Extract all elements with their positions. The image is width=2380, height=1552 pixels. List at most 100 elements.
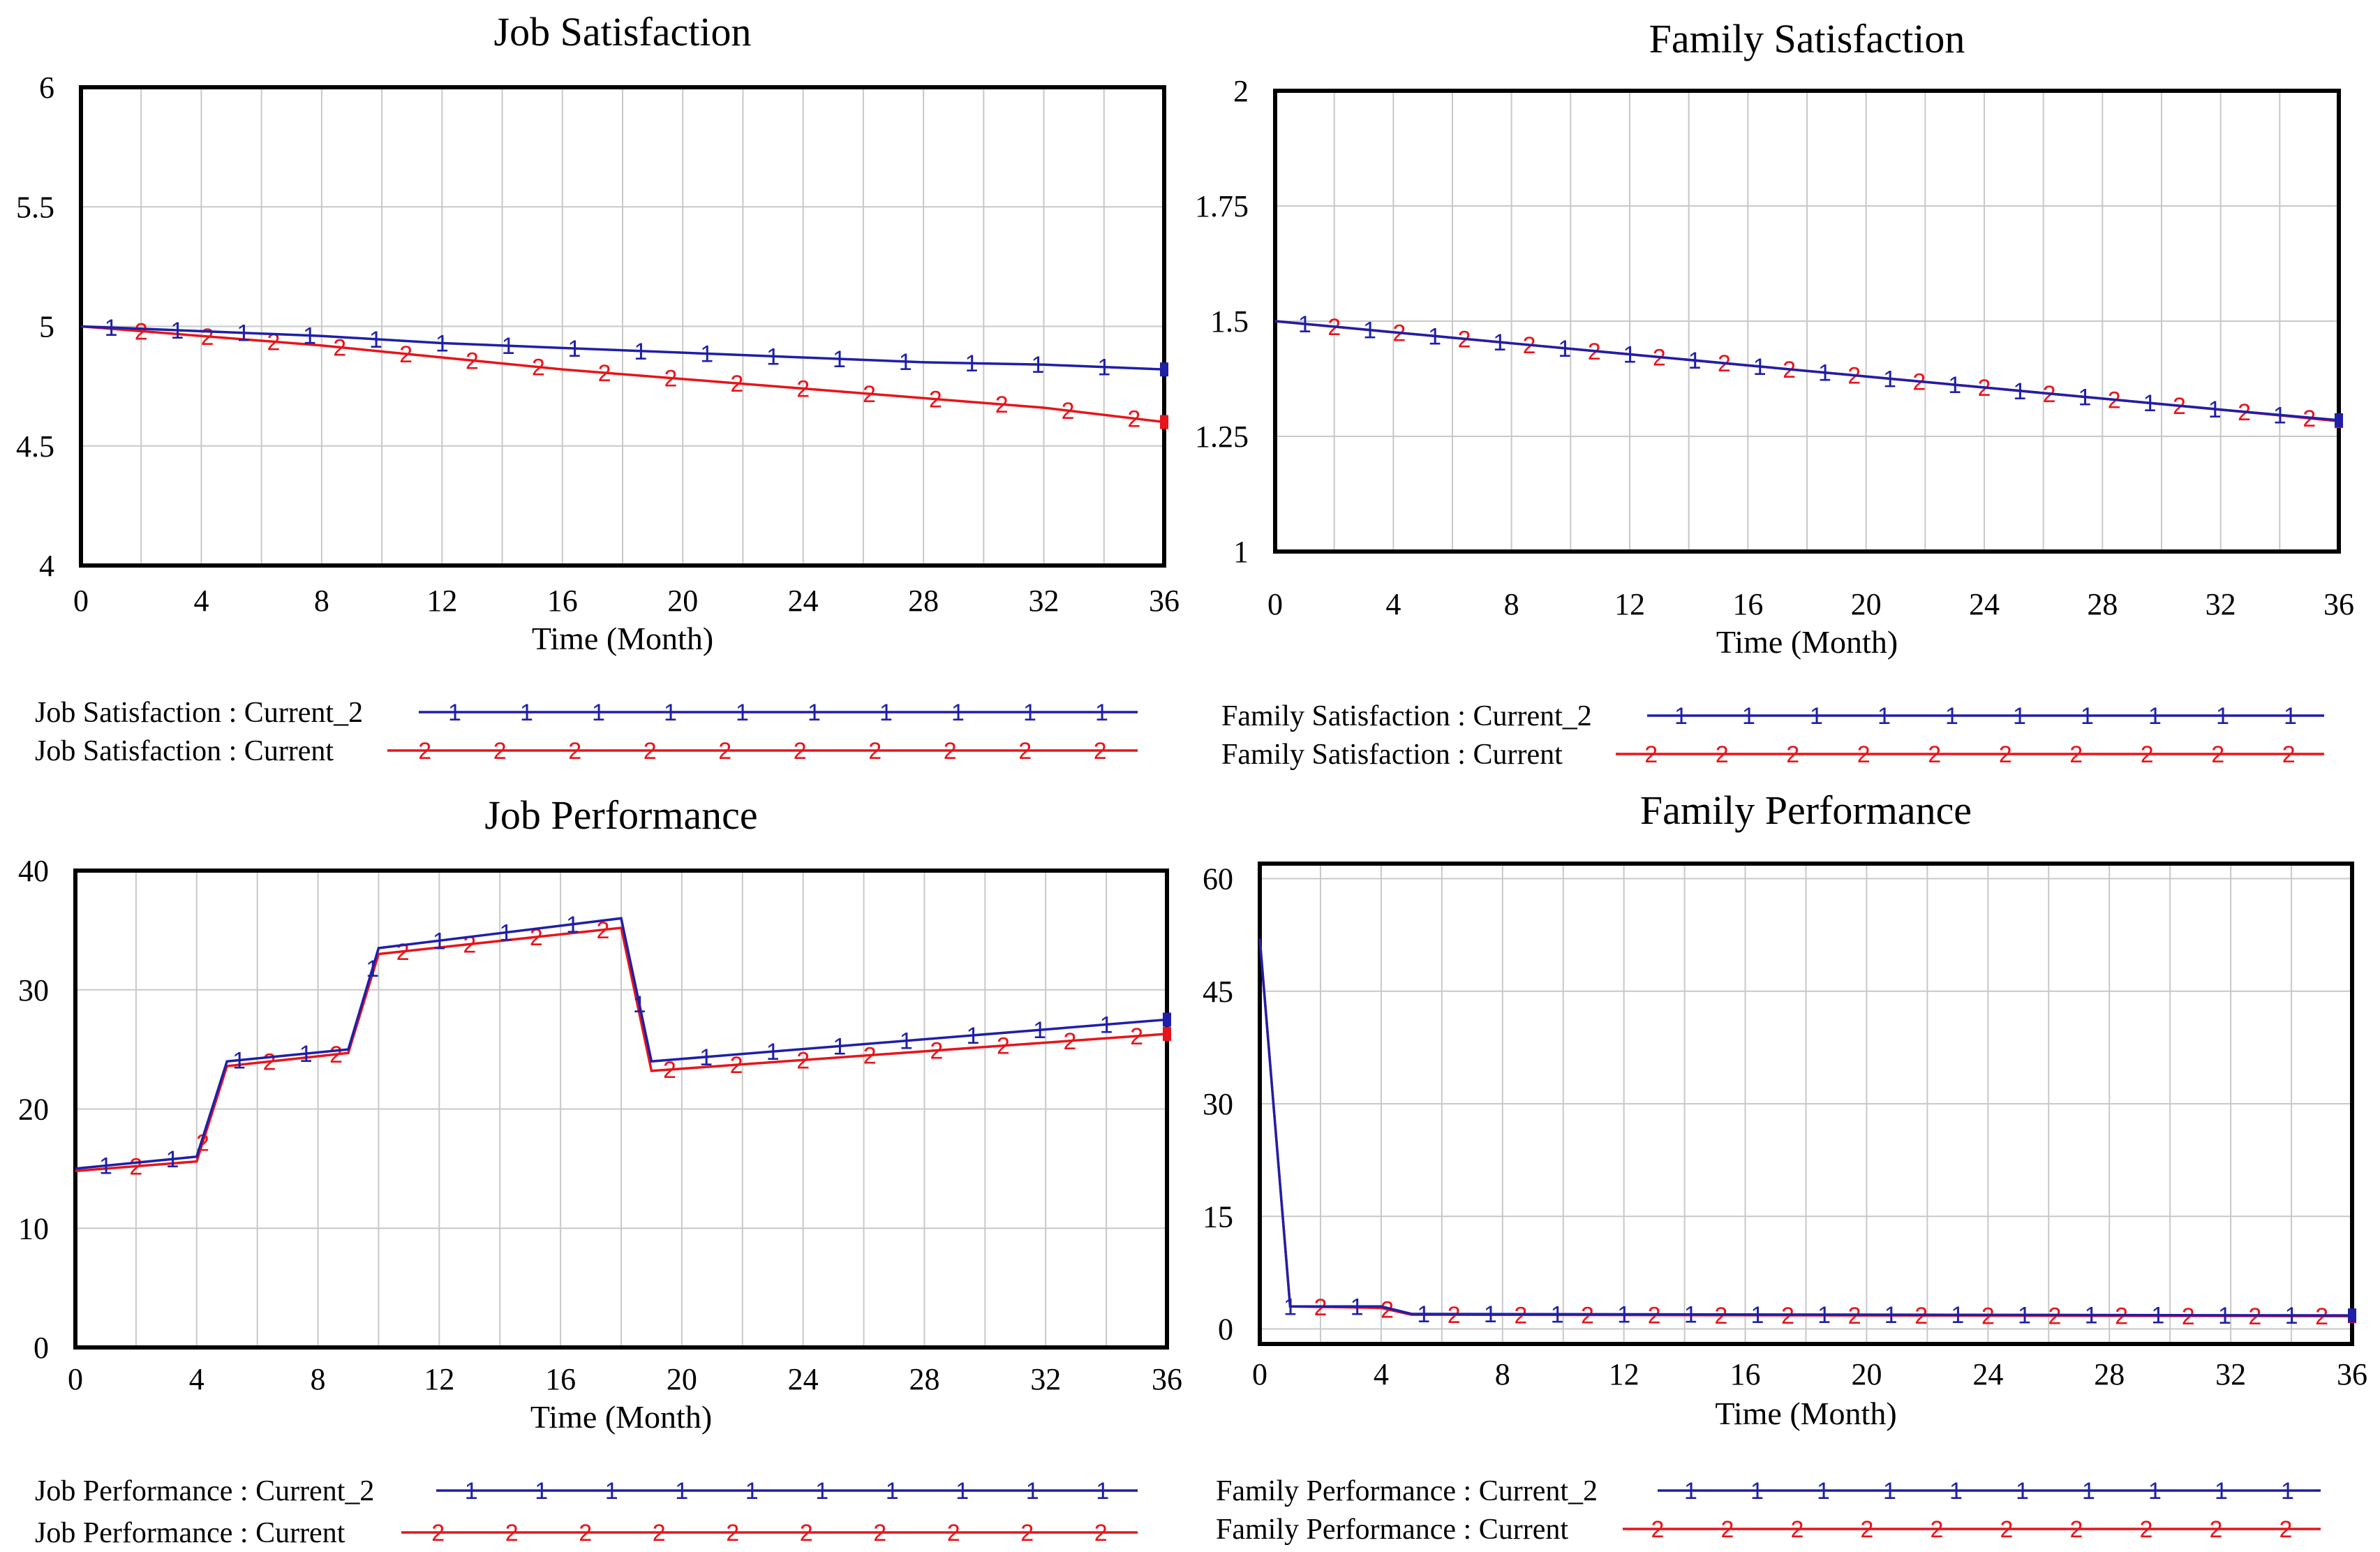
y-tick-label: 4 [39,549,54,583]
data-point-marker: 1 [2151,1303,2164,1329]
series-end-cap [1160,362,1168,377]
x-tick-label: 0 [1267,587,1283,621]
legend-marker: 2 [644,738,657,764]
data-point-marker: 1 [833,346,846,373]
y-tick-label: 5 [39,310,54,344]
legend-marker: 1 [465,1478,478,1505]
y-tick-label: 2 [1233,74,1249,108]
x-tick-label: 20 [667,1362,697,1396]
x-tick-label: 8 [311,1362,326,1396]
x-tick-label: 20 [667,584,698,618]
data-point-marker: 2 [796,376,810,403]
data-point-marker: 1 [237,320,250,347]
legend-marker: 1 [1742,703,1755,730]
data-point-marker: 1 [966,1023,979,1049]
legend-marker: 1 [2284,703,2297,730]
legend-marker: 2 [1716,741,1729,768]
series-line-current [80,325,1165,424]
chart-job-satisfaction: Job Satisfaction 0 4 8 12 16 20 24 28 32 36 4 4.5 5 5.… [0,0,1190,775]
legend-marker: 1 [1023,700,1036,726]
legend-marker: 1 [2013,703,2026,730]
legend-marker: 1 [664,700,677,726]
data-point-marker: 1 [1298,311,1311,338]
plot-frame [1258,862,2354,1346]
y-tick-label: 10 [18,1211,49,1246]
data-point-marker: 2 [596,917,609,944]
legend-marker: 2 [1861,1516,1874,1543]
data-point-marker: 2 [663,1057,676,1084]
legend-marker: 1 [1674,703,1688,730]
legend-marker: 1 [592,700,605,726]
x-tick-label: 32 [2215,1357,2246,1391]
x-tick-label: 36 [1149,584,1180,618]
data-point-marker: 2 [2315,1303,2328,1330]
legend-marker: 2 [2140,1516,2153,1543]
data-point-marker: 2 [863,381,876,408]
legend-label-current_2: Family Performance : Current_2 [1216,1475,1598,1507]
data-point-marker: 1 [166,1146,179,1173]
x-tick-label: 0 [1252,1357,1267,1391]
data-point-marker: 2 [1581,1302,1594,1329]
legend-label-current: Job Performance : Current [35,1517,345,1549]
y-tick-label: 40 [18,854,49,888]
data-point-marker: 1 [1033,1017,1046,1044]
x-tick-label: 36 [1152,1362,1182,1396]
data-point-marker: 2 [598,360,611,387]
data-point-marker: 2 [2248,1303,2261,1330]
x-tick-label: 32 [2206,587,2236,621]
legend-marker: 1 [448,700,461,726]
chart-job-performance: Job Performance 0 4 8 12 16 20 24 28 32 36 0 10 20 30 4… [0,775,1190,1552]
y-tick-label: 45 [1203,975,1233,1009]
legend-marker: 2 [1094,1520,1108,1546]
data-point-marker: 2 [532,355,545,381]
data-point-marker: 2 [1514,1302,1527,1329]
data-point-marker: 2 [135,318,148,345]
x-tick-label: 24 [788,584,819,618]
data-point-marker: 1 [299,1041,313,1067]
data-point-marker: 1 [899,349,912,376]
data-point-marker: 1 [2078,385,2091,411]
legend-marker: 2 [418,738,431,764]
data-point-marker: 1 [1951,1302,1964,1329]
data-point-marker: 1 [568,336,581,362]
legend-marker: 2 [431,1520,445,1546]
legend-label-current_2: Family Satisfaction : Current_2 [1221,700,1592,732]
data-point-marker: 2 [2303,406,2316,432]
data-point-marker: 1 [1100,1012,1113,1038]
data-point-marker: 1 [2273,402,2286,429]
y-tick-label: 1.5 [1210,304,1249,339]
x-tick-label: 4 [189,1362,204,1396]
y-tick-label: 0 [34,1331,49,1365]
data-point-marker: 2 [1381,1296,1394,1323]
series-line-current_2 [75,917,1168,1170]
data-point-marker: 2 [1981,1303,1995,1329]
legend-marker: 1 [520,700,533,726]
legend-marker: 2 [800,1520,813,1546]
data-point-marker: 1 [833,1033,846,1060]
data-point-marker: 2 [863,1042,877,1069]
legend-marker: 1 [736,700,749,726]
data-point-marker: 1 [2218,1303,2231,1329]
legend-marker: 2 [505,1520,519,1546]
data-point-marker: 1 [2208,397,2222,423]
x-tick-label: 20 [1851,1357,1882,1391]
data-point-marker: 2 [2182,1303,2195,1330]
x-tick-label: 28 [2087,587,2118,621]
x-tick-label: 36 [2323,587,2354,621]
y-tick-label: 15 [1203,1199,1233,1234]
data-point-marker: 2 [1914,1303,1928,1329]
y-tick-label: 1.25 [1195,420,1249,454]
legend-marker: 2 [794,738,807,764]
legend-marker: 2 [2000,1516,2014,1543]
x-tick-label: 24 [788,1362,819,1396]
data-point-marker: 1 [1617,1301,1630,1328]
x-axis-label: Time (Month) [530,1399,712,1435]
legend-marker: 2 [1094,738,1107,764]
legend-marker: 2 [947,1520,960,1546]
data-point-marker: 2 [2115,1303,2128,1330]
x-tick-label: 12 [424,1362,454,1396]
x-tick-label: 12 [426,584,457,618]
data-point-marker: 1 [700,341,713,368]
